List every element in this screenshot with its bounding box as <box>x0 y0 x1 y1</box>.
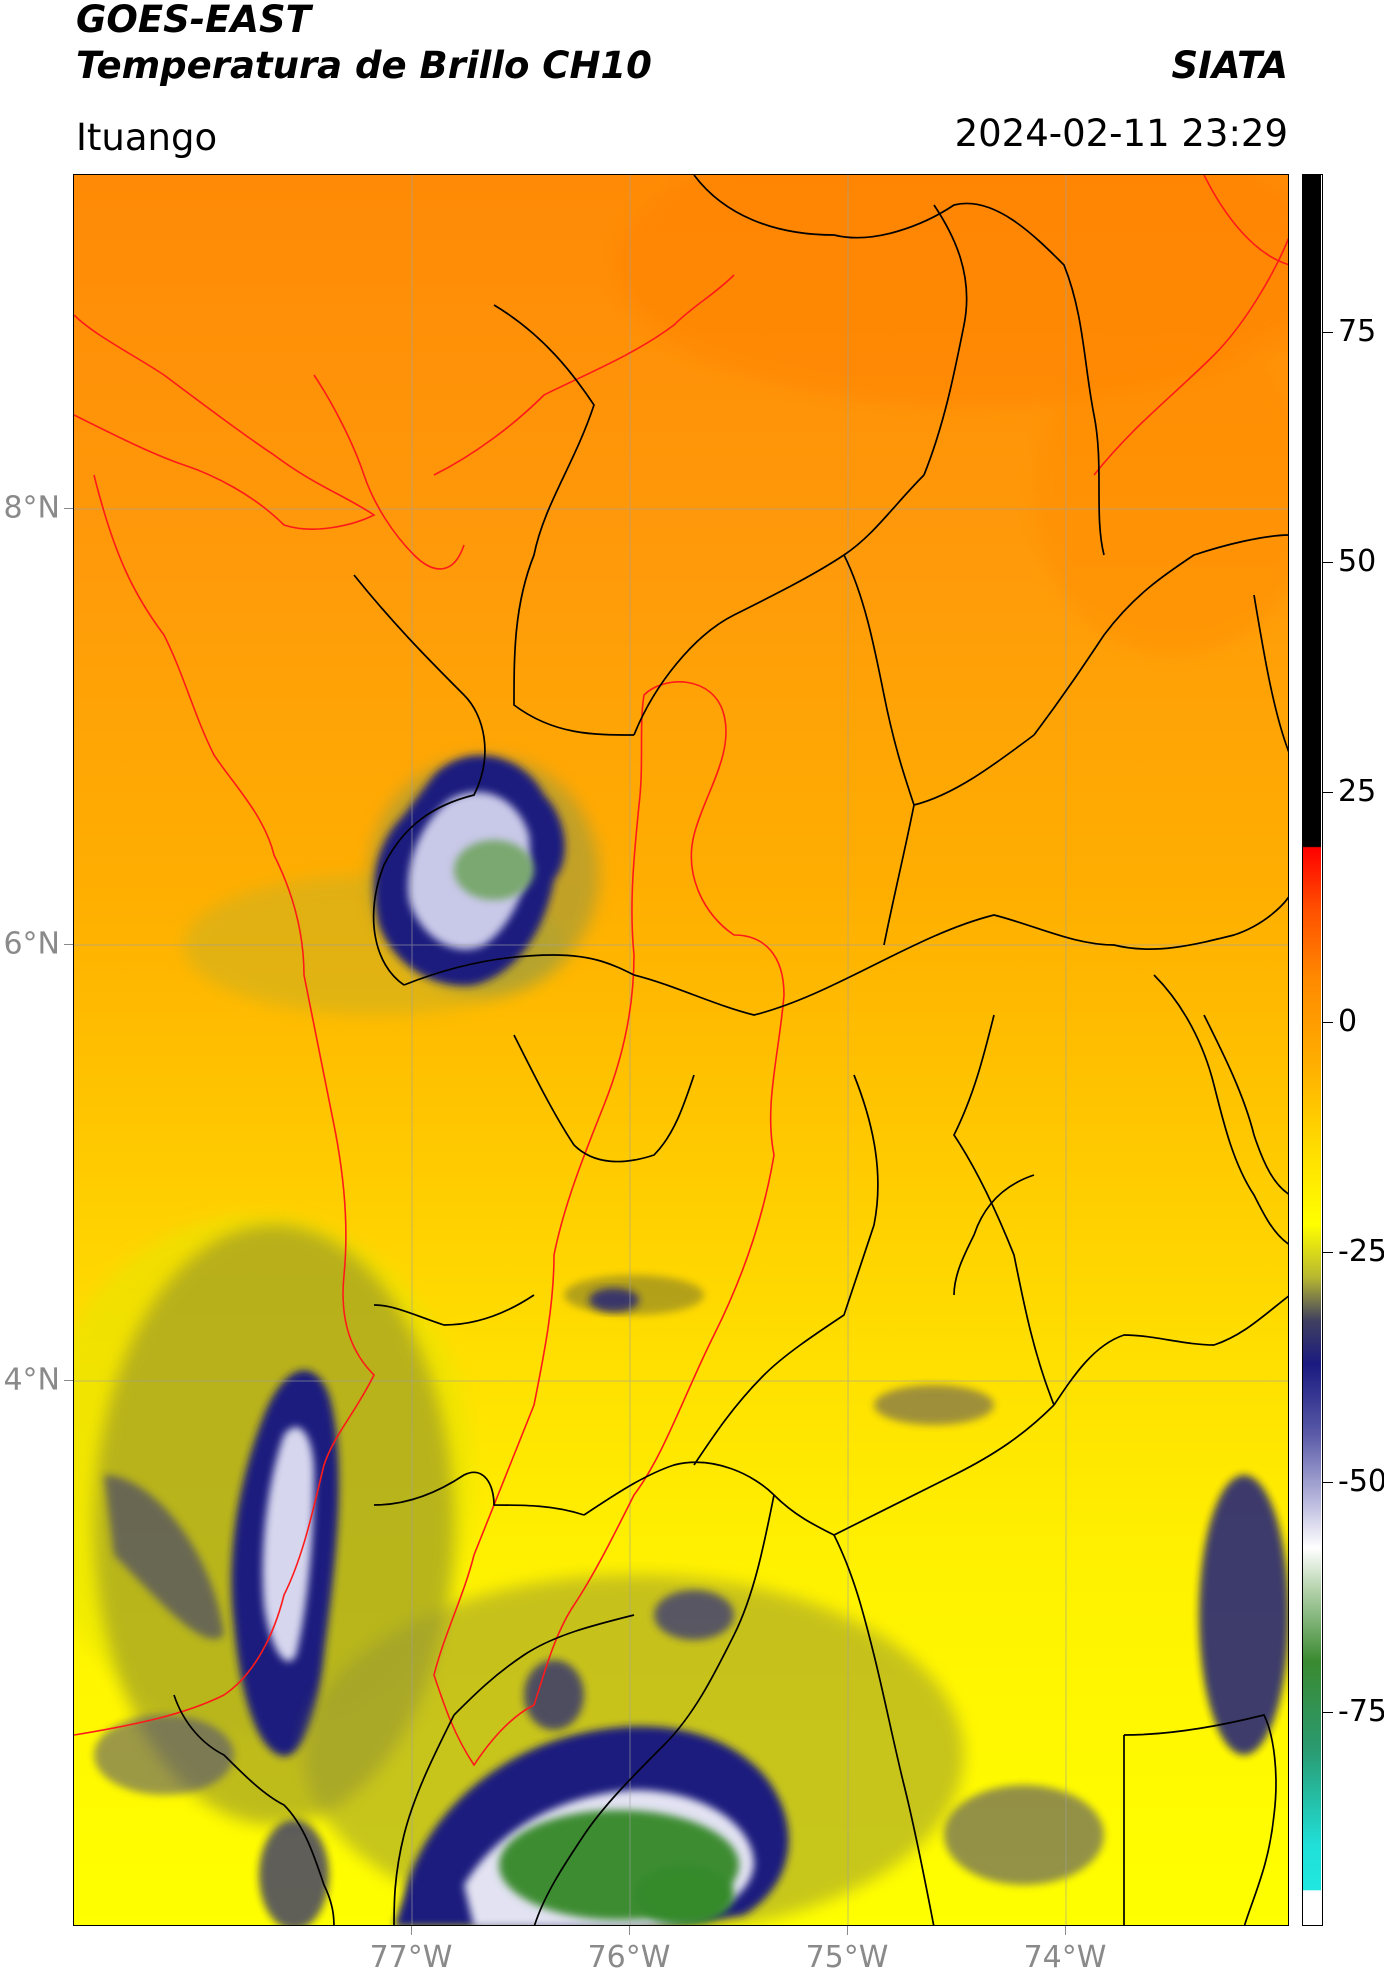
colorbar <box>1302 174 1323 1926</box>
colorbar-tick-label: 75 <box>1338 314 1377 349</box>
region-label: Ituango <box>76 116 218 159</box>
colorbar-tick <box>1323 1482 1333 1483</box>
colorbar-tick-label: -75 <box>1338 1694 1384 1729</box>
brand-label: SIATA <box>1171 44 1288 87</box>
colorbar-tick-label: 0 <box>1338 1004 1358 1039</box>
storm-cell-east <box>1199 1475 1288 1755</box>
colorbar-tick <box>1323 562 1333 563</box>
satellite-map <box>73 174 1289 1926</box>
latitude-label: 4°N <box>3 1362 60 1398</box>
colorbar-tick-label: -25 <box>1338 1234 1384 1269</box>
timestamp-label: 2024-02-11 23:29 <box>954 112 1288 155</box>
longitude-tick <box>847 1926 848 1935</box>
colorbar-tick <box>1323 1022 1333 1023</box>
colorbar-tick <box>1323 792 1333 793</box>
colorbar-tick-label: 25 <box>1338 774 1377 809</box>
longitude-tick <box>629 1926 630 1935</box>
black-boundaries <box>173 175 1288 1925</box>
satellite-title: GOES-EAST <box>76 0 311 41</box>
colorbar-tick <box>1323 1252 1333 1253</box>
longitude-label: 76°W <box>587 1940 671 1975</box>
latitude-tick <box>64 508 73 509</box>
red-boundaries <box>74 175 1288 1767</box>
product-title: Temperatura de Brillo CH10 <box>76 44 652 87</box>
colorbar-tick-label: -50 <box>1338 1464 1384 1499</box>
latitude-label: 8°N <box>3 490 60 526</box>
longitude-label: 74°W <box>1023 1940 1107 1975</box>
latitude-tick <box>64 1380 73 1381</box>
longitude-label: 77°W <box>369 1940 453 1975</box>
storm-cell-south <box>259 1575 964 1925</box>
longitude-tick <box>411 1926 412 1935</box>
colorbar-tick <box>1323 1712 1333 1713</box>
latitude-label: 6°N <box>3 926 60 962</box>
colorbar-tick-label: 50 <box>1338 544 1377 579</box>
storm-cell-central <box>369 755 599 995</box>
graticule <box>74 175 1288 1925</box>
colorbar-tick <box>1323 332 1333 333</box>
longitude-label: 75°W <box>805 1940 889 1975</box>
latitude-tick <box>64 944 73 945</box>
longitude-tick <box>1065 1926 1066 1935</box>
